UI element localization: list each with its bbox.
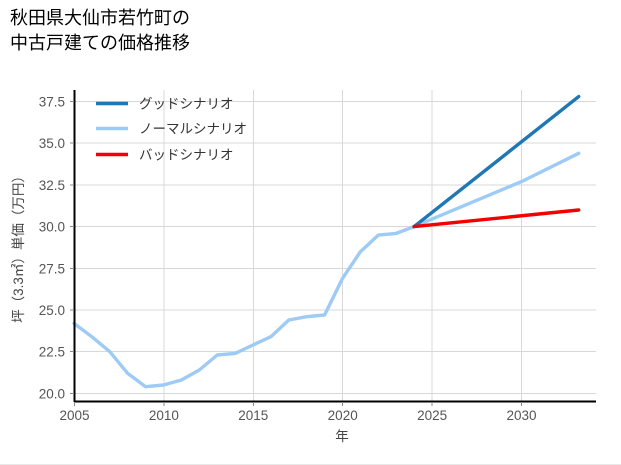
- legend-item-bad[interactable]: バッドシナリオ: [96, 148, 234, 163]
- x-tick-label: 2020: [328, 408, 358, 423]
- legend-label-bad: バッドシナリオ: [139, 148, 234, 163]
- legend-item-normal[interactable]: ノーマルシナリオ: [96, 122, 247, 137]
- y-tick-label: 25.0: [39, 303, 65, 318]
- chart-title: 秋田県大仙市若竹町の 中古戸建ての価格推移: [10, 8, 190, 53]
- legend-label-normal: ノーマルシナリオ: [139, 122, 247, 137]
- y-tick-label: 27.5: [39, 261, 65, 276]
- y-tickmarks: [70, 101, 74, 394]
- x-tick-label: 2015: [238, 408, 268, 423]
- y-tick-label: 37.5: [39, 95, 65, 110]
- y-tick-label: 20.0: [39, 386, 65, 401]
- y-tick-label: 32.5: [39, 178, 65, 193]
- legend-label-good: グッドシナリオ: [139, 97, 234, 112]
- horizontal-gridlines: [74, 101, 596, 394]
- x-tickmarks: [74, 402, 522, 406]
- x-tick-label: 2030: [506, 408, 536, 423]
- y-axis-tick-labels: 37.5 35.0 32.5 30.0 27.5 25.0 22.5 20.0: [39, 95, 65, 402]
- y-tick-label: 22.5: [39, 345, 65, 360]
- series-line-bad: [412, 208, 581, 229]
- y-axis-title: 坪（3.3㎡）単価（万円）: [11, 169, 26, 323]
- chart-legend: グッドシナリオ ノーマルシナリオ バッドシナリオ: [96, 97, 247, 163]
- series-line-good: [412, 94, 581, 229]
- series-line-normal: [72, 151, 581, 389]
- y-tick-label: 35.0: [39, 136, 65, 151]
- x-axis-title: 年: [335, 429, 349, 444]
- x-tick-label: 2010: [149, 408, 179, 423]
- legend-item-good[interactable]: グッドシナリオ: [96, 97, 234, 112]
- axis-spines: [73, 90, 596, 403]
- x-tick-label: 2025: [417, 408, 447, 423]
- x-axis-tick-labels: 2005 2010 2015 2020 2025 2030: [59, 408, 536, 423]
- y-tick-label: 30.0: [39, 220, 65, 235]
- vertical-gridlines: [74, 90, 522, 402]
- x-tick-label: 2005: [59, 408, 89, 423]
